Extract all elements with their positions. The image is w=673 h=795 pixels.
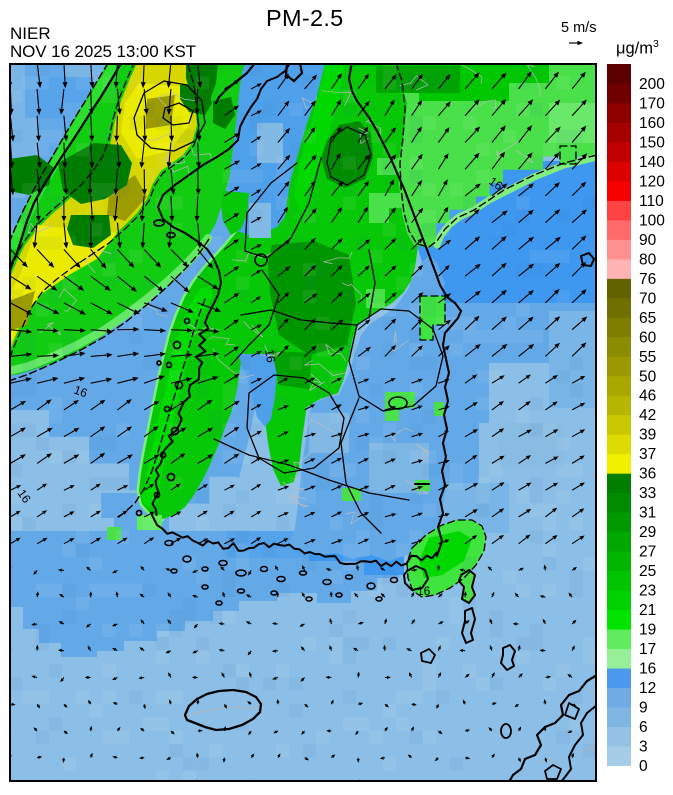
svg-text:39: 39 [639, 426, 656, 443]
svg-text:90: 90 [639, 231, 657, 248]
svg-text:160: 160 [639, 115, 665, 132]
svg-text:29: 29 [639, 524, 656, 541]
svg-text:16: 16 [417, 584, 431, 598]
svg-text:31: 31 [639, 504, 656, 521]
svg-text:50: 50 [639, 368, 657, 385]
svg-text:120: 120 [639, 173, 665, 190]
svg-text:55: 55 [639, 348, 656, 365]
svg-text:37: 37 [639, 446, 656, 463]
svg-text:140: 140 [639, 153, 665, 170]
svg-text:46: 46 [639, 387, 656, 404]
svg-text:27: 27 [639, 543, 656, 560]
svg-text:3: 3 [639, 738, 648, 755]
svg-text:25: 25 [639, 563, 656, 580]
svg-text:33: 33 [639, 485, 656, 502]
svg-text:76: 76 [639, 270, 656, 287]
svg-text:9: 9 [639, 699, 648, 716]
svg-text:110: 110 [639, 192, 664, 209]
svg-text:17: 17 [639, 641, 656, 658]
svg-text:80: 80 [639, 251, 657, 268]
svg-text:19: 19 [639, 621, 656, 638]
svg-text:16: 16 [639, 660, 656, 677]
svg-text:12: 12 [639, 680, 656, 697]
svg-text:170: 170 [639, 95, 665, 112]
svg-text:16: 16 [262, 348, 278, 364]
svg-text:65: 65 [639, 309, 656, 326]
svg-text:16: 16 [72, 383, 90, 401]
svg-text:200: 200 [639, 76, 665, 93]
svg-text:60: 60 [639, 329, 657, 346]
svg-text:150: 150 [639, 134, 665, 151]
svg-text:21: 21 [639, 602, 656, 619]
svg-text:6: 6 [639, 719, 648, 736]
svg-text:36: 36 [639, 465, 656, 482]
svg-text:100: 100 [639, 212, 665, 229]
svg-text:70: 70 [639, 290, 657, 307]
svg-text:42: 42 [639, 407, 656, 424]
svg-text:0: 0 [639, 758, 648, 775]
svg-text:23: 23 [639, 582, 656, 599]
